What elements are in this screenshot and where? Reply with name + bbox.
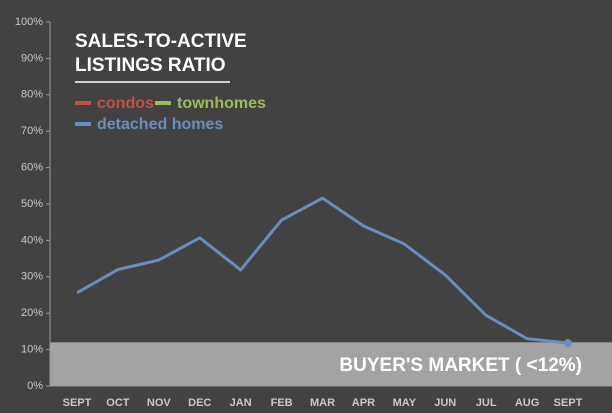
y-tick-label: 100% (15, 16, 43, 28)
annotation: BUYER'S MARKET ( <12%) (339, 355, 582, 376)
chart-title: LISTINGS RATIO (75, 55, 226, 76)
x-tick-label: JAN (230, 397, 252, 409)
end-point (564, 339, 572, 348)
y-tick-label: 20% (21, 307, 43, 319)
x-tick-label: MAR (310, 397, 335, 409)
y-tick-label: 90% (21, 52, 43, 64)
x-tick-label: OCT (106, 397, 130, 409)
x-tick-label: JUN (434, 397, 456, 409)
x-tick-label: MAY (393, 397, 417, 409)
y-tick-label: 30% (21, 271, 43, 283)
y-tick-label: 50% (21, 198, 43, 210)
data-line (76, 196, 569, 345)
x-tick-label: SEPT (554, 397, 583, 409)
legend-label: condos (97, 95, 154, 112)
x-tick-label: NOV (147, 397, 172, 409)
legend-label: detached homes (97, 116, 223, 133)
x-tick-label: FEB (271, 397, 293, 409)
y-tick-label: 10% (21, 344, 43, 356)
y-tick-label: 0% (27, 380, 43, 392)
y-tick-label: 70% (21, 125, 43, 137)
legend-label: townhomes (177, 95, 266, 112)
x-tick-label: SEPT (63, 397, 92, 409)
chart-title: SALES-TO-ACTIVE (75, 31, 247, 52)
x-tick-label: JUL (476, 397, 497, 409)
y-tick-label: 60% (21, 162, 43, 174)
buyers-market-band (50, 342, 612, 386)
x-tick-label: AUG (515, 397, 539, 409)
y-tick-label: 80% (21, 89, 43, 101)
x-tick-label: DEC (188, 397, 211, 409)
x-tick-label: APR (352, 397, 375, 409)
y-tick-label: 40% (21, 234, 43, 246)
